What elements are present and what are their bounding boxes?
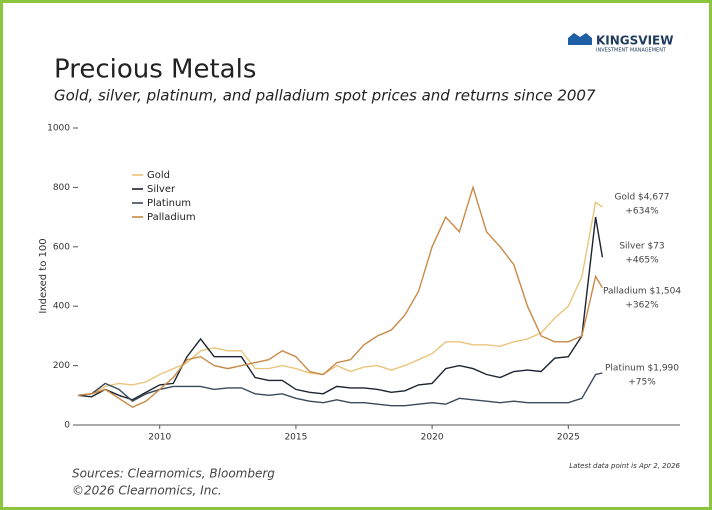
annotation: Gold $4,677 [614,193,669,203]
note: Latest data point is Apr 2, 2026 [569,462,680,470]
legend-label: Palladium [147,212,196,223]
logo: KINGSVIEW [596,34,673,48]
y-tick-label: 0 [64,421,70,431]
line [77,201,603,396]
source: ©2026 Clearnomics, Inc. [72,484,222,498]
annotation: Silver $73 [619,242,664,252]
y-tick-label: 400 [53,302,70,312]
y-tick-label: 600 [53,242,70,252]
annotation: +362% [625,301,659,311]
legend-label: Platinum [147,198,191,209]
source: Sources: Clearnomics, Bloomberg [72,467,275,481]
x-tick-label: 2025 [557,433,580,443]
annotation: Palladium $1,504 [603,287,681,297]
x-tick-label: 2015 [284,433,307,443]
line [77,185,603,408]
line [77,372,603,407]
annotation: +465% [625,256,659,266]
logo-sub: INVESTMENT MANAGEMENT [596,48,667,54]
legend-label: Gold [147,170,170,181]
y-tick-label: 800 [53,183,70,193]
annotation: +634% [625,207,659,217]
logo-icon [568,33,592,45]
annotation: Platinum $1,990 [605,364,679,374]
chart-subtitle: Gold, silver, platinum, and palladium sp… [54,87,596,105]
chart-title: Precious Metals [54,55,256,85]
legend-label: Silver [147,184,176,195]
x-tick-label: 2020 [421,433,444,443]
x-tick-label: 2010 [148,433,171,443]
y-axis-label: Indexed to 100 [38,238,49,313]
y-tick-label: 1000 [47,124,70,134]
annotation: +75% [628,378,656,388]
y-tick-label: 200 [53,361,70,371]
